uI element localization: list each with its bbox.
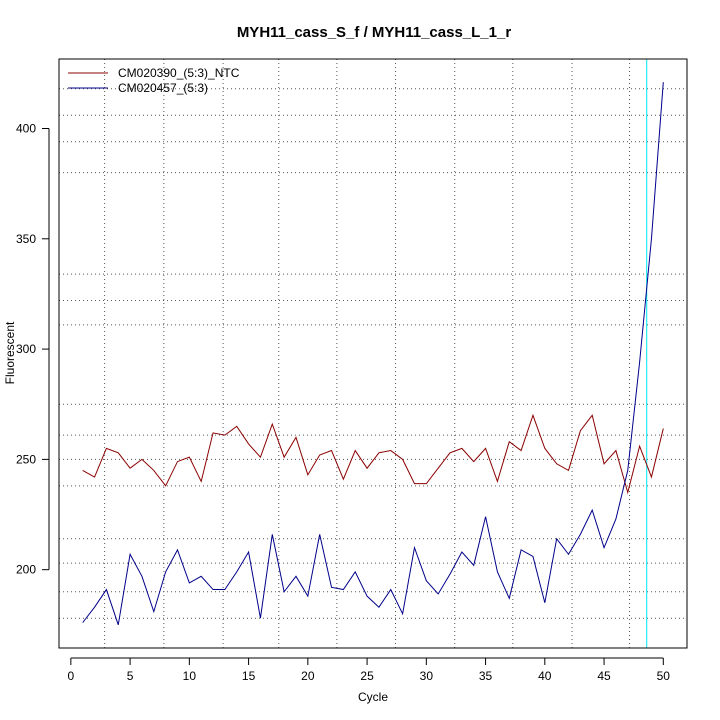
series-line-2 [82, 82, 664, 625]
y-tick-label: 250 [16, 452, 36, 466]
y-tick-label: 300 [16, 342, 36, 356]
x-axis: 0 5 10 15 20 25 30 35 40 45 50 [68, 657, 671, 683]
x-tick-label: 25 [360, 669, 374, 683]
x-tick-label: 30 [420, 669, 434, 683]
y-tick-label: 350 [16, 232, 36, 246]
y-axis: 200 250 300 350 400 [16, 121, 50, 577]
chart-title: MYH11_cass_S_f / MYH11_cass_L_1_r [237, 24, 512, 41]
x-axis-label: Cycle [358, 690, 388, 704]
x-tick-label: 5 [127, 669, 134, 683]
x-tick-label: 0 [68, 669, 75, 683]
x-tick-label: 35 [479, 669, 493, 683]
x-tick-label: 40 [538, 669, 552, 683]
x-tick-label: 20 [301, 669, 315, 683]
y-tick-label: 400 [16, 121, 36, 135]
legend-label-2: CM020457_(5:3) [118, 81, 208, 95]
plot-frame [58, 58, 688, 649]
x-tick-label: 10 [183, 669, 197, 683]
x-tick-label: 50 [657, 669, 671, 683]
grid-lines [59, 59, 687, 648]
x-tick-label: 45 [597, 669, 611, 683]
series-lines [82, 82, 664, 625]
y-tick-label: 200 [16, 563, 36, 577]
series-line-1 [82, 413, 664, 495]
x-tick-label: 15 [242, 669, 256, 683]
legend-label-1: CM020390_(5:3)_NTC [118, 66, 240, 80]
y-axis-label: Fluorescent [3, 321, 17, 384]
